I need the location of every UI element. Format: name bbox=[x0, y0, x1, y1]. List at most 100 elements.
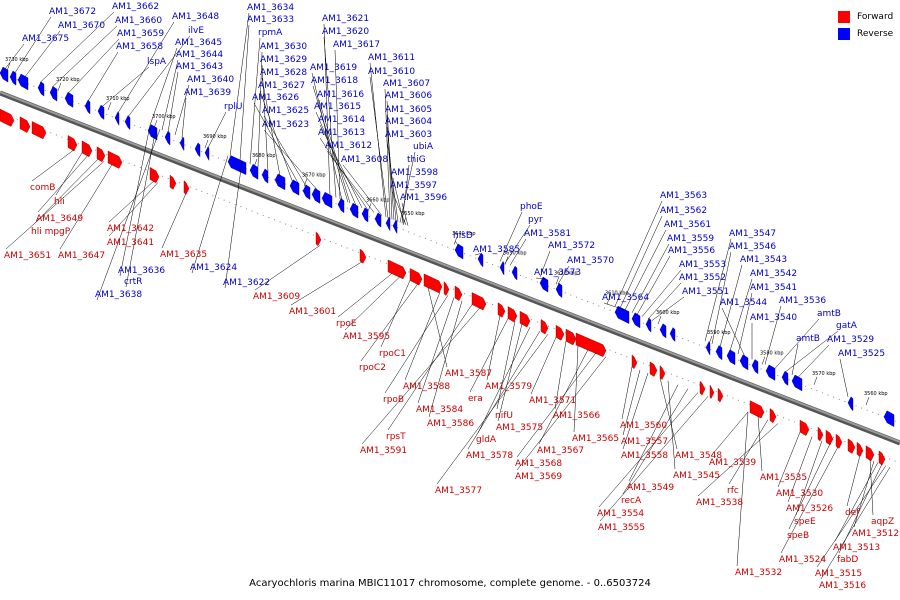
reverse-gene-label: AM1_3629 bbox=[260, 55, 307, 65]
reverse-gene-arrow bbox=[511, 265, 518, 281]
reverse-gene-label: AM1_3644 bbox=[176, 50, 223, 60]
forward-gene-label: AM1_3565 bbox=[572, 434, 619, 444]
forward-gene-arrow bbox=[0, 108, 15, 127]
reverse-gene-label: AM1_3607 bbox=[383, 79, 430, 89]
reverse-leader-line bbox=[839, 358, 849, 397]
forward-leader-line bbox=[337, 273, 393, 318]
reverse-leader-line bbox=[474, 253, 481, 256]
reverse-gene-arrow bbox=[349, 202, 359, 219]
scale-tick-mark bbox=[657, 316, 662, 325]
forward-gene-label: AM1_3557 bbox=[621, 437, 668, 447]
reverse-gene-label: AM1_3563 bbox=[660, 191, 707, 201]
reverse-gene-label: AM1_3675 bbox=[22, 34, 69, 44]
reverse-leader-line bbox=[647, 282, 682, 320]
forward-gene-arrow bbox=[31, 121, 47, 140]
reverse-gene-label: AM1_3556 bbox=[668, 246, 715, 256]
forward-leader-line bbox=[108, 180, 155, 223]
forward-gene-label: AM1_3651 bbox=[4, 251, 51, 261]
reverse-leader-line bbox=[191, 155, 229, 274]
reverse-leader-line bbox=[539, 250, 551, 278]
reverse-leader-line bbox=[87, 51, 119, 102]
reverse-gene-label: AM1_3623 bbox=[262, 120, 309, 130]
reverse-leader-line bbox=[401, 164, 410, 224]
forward-leader-line bbox=[516, 356, 607, 471]
forward-leader-line bbox=[428, 300, 463, 418]
forward-leader-line bbox=[598, 392, 699, 508]
forward-leader-line bbox=[469, 318, 509, 393]
reverse-gene-label: AM1_3648 bbox=[172, 12, 219, 22]
reverse-gene-label: AM1_3585 bbox=[473, 245, 520, 255]
forward-gene-arrow bbox=[183, 180, 190, 195]
forward-gene-label: AM1_3560 bbox=[620, 421, 667, 431]
reverse-leader-line bbox=[239, 24, 250, 161]
forward-gene-label: AM1_3595 bbox=[343, 332, 390, 342]
reverse-gene-arrow bbox=[614, 305, 630, 324]
scale-tick-label: 3650 kbp bbox=[401, 211, 425, 217]
forward-gene-arrow bbox=[497, 302, 506, 318]
scale-tick-label: 3630 kbp bbox=[503, 251, 527, 257]
forward-leader-line bbox=[59, 164, 113, 250]
forward-gene-arrow bbox=[817, 426, 824, 442]
reverse-leader-line bbox=[614, 200, 663, 307]
reverse-leader-line bbox=[4, 43, 25, 70]
forward-gene-label: fabD bbox=[837, 555, 858, 565]
reverse-gene-label: AM1_3616 bbox=[317, 90, 364, 100]
scale-tick-mark bbox=[813, 376, 818, 385]
reverse-gene-label: AM1_3597 bbox=[390, 181, 437, 191]
forward-leader-line bbox=[436, 333, 549, 485]
reverse-leader-line bbox=[631, 243, 670, 313]
reverse-leader-line bbox=[119, 125, 151, 277]
forward-gene-arrow bbox=[519, 310, 531, 328]
forward-leader-line bbox=[108, 182, 159, 237]
reverse-gene-label: AM1_3606 bbox=[385, 91, 432, 101]
forward-leader-line bbox=[659, 377, 678, 450]
reverse-gene-arrow bbox=[454, 243, 464, 260]
scale-tick-mark bbox=[57, 82, 62, 91]
reverse-gene-arrow bbox=[311, 188, 321, 204]
reverse-gene-arrow bbox=[289, 179, 300, 196]
scale-tick-label: 3680 kbp bbox=[252, 153, 276, 159]
scale-tick-mark bbox=[204, 139, 209, 149]
forward-gene-label: def bbox=[845, 508, 860, 518]
forward-gene-label: AM1_3578 bbox=[466, 451, 513, 461]
reverse-gene-arrow bbox=[179, 136, 185, 152]
reverse-leader-line bbox=[101, 66, 150, 107]
forward-gene-arrow bbox=[67, 135, 78, 152]
scale-tick-mark bbox=[865, 396, 870, 406]
reverse-gene-label: amtB bbox=[817, 309, 841, 319]
reverse-gene-label: AM1_3639 bbox=[184, 88, 231, 98]
forward-gene-label: AM1_3569 bbox=[515, 472, 562, 482]
forward-gene-label: AM1_3524 bbox=[779, 555, 826, 565]
forward-gene-label: AM1_3587 bbox=[445, 369, 492, 379]
reverse-leader-line bbox=[326, 150, 375, 213]
forward-leader-line bbox=[344, 276, 401, 331]
reverse-gene-arrow bbox=[659, 323, 667, 339]
reverse-leader-line bbox=[315, 111, 357, 206]
reverse-leader-line bbox=[454, 240, 459, 246]
reverse-gene-label: rplU bbox=[224, 102, 243, 112]
forward-leader-line bbox=[538, 349, 589, 445]
scale-tick-label: 3560 kbp bbox=[864, 391, 888, 397]
reverse-leader-line bbox=[651, 296, 685, 321]
reverse-gene-arrow bbox=[499, 261, 505, 276]
reverse-gene-label: gatA bbox=[836, 321, 858, 331]
reverse-gene-label: pyr bbox=[528, 215, 543, 225]
scale-tick-label: 3640 kbp bbox=[452, 231, 476, 237]
reverse-leader-line bbox=[509, 238, 527, 266]
forward-gene-arrow bbox=[555, 324, 565, 341]
forward-gene-label: AM1_3641 bbox=[107, 238, 154, 248]
forward-gene-label: AM1_3566 bbox=[553, 411, 600, 421]
reverse-leader-line bbox=[704, 238, 732, 342]
scale-tick-label: 3720 kbp bbox=[56, 77, 80, 83]
reverse-gene-label: AM1_3603 bbox=[385, 130, 432, 140]
reverse-gene-label: hisD bbox=[453, 231, 473, 241]
forward-gene-label: AM1_3515 bbox=[815, 569, 862, 579]
scale-tick-mark bbox=[453, 236, 458, 245]
legend-item-forward: Forward bbox=[838, 8, 900, 25]
genes bbox=[0, 66, 895, 466]
reverse-gene-label: AM1_3672 bbox=[49, 7, 96, 17]
forward-leader-line bbox=[5, 161, 105, 250]
reverse-leader-line bbox=[719, 264, 743, 348]
reverse-leader-line bbox=[535, 277, 546, 280]
forward-gene-arrow bbox=[96, 146, 106, 163]
